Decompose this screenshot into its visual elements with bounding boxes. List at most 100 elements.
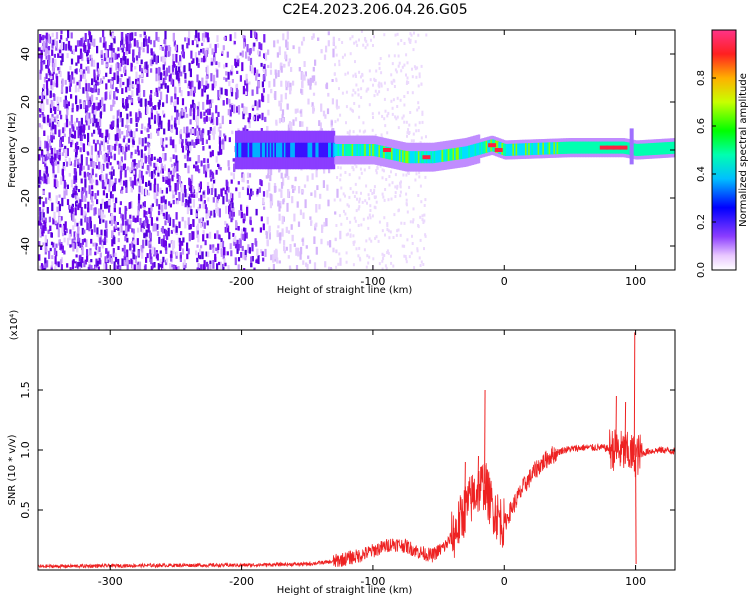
noise-cell [242,234,245,240]
x-tick-label: -100 [360,575,385,588]
noise-cell [395,70,398,74]
noise-cell [145,171,148,175]
noise-cell [143,38,146,47]
signal-core [242,142,246,158]
signal-core [394,148,397,161]
noise-cell [62,127,65,134]
noise-cell [125,187,128,193]
noise-cell [334,45,337,49]
noise-cell [297,221,301,227]
noise-cell [74,168,77,176]
noise-cell [126,58,129,66]
noise-cell [230,250,233,257]
signal-core [673,141,675,154]
noise-cell [405,82,408,85]
noise-cell [247,244,250,253]
noise-cell [145,183,148,187]
signal-core [443,149,446,162]
noise-cell [222,187,225,191]
signal-core [523,143,526,156]
noise-cell [358,38,360,42]
signal-core [383,146,386,159]
noise-cell [163,128,166,135]
noise-cell [169,203,172,208]
noise-cell [133,264,136,270]
noise-cell [406,210,409,214]
noise-cell [176,173,179,179]
noise-cell [116,132,119,140]
noise-cell [163,235,166,239]
noise-cell [279,232,282,241]
noise-cell [40,55,43,63]
noise-cell [349,107,352,111]
noise-cell [334,211,337,215]
noise-cell [191,193,194,198]
noise-cell [44,227,47,231]
noise-cell [406,134,408,138]
noise-cell [415,75,418,79]
noise-cell [80,52,83,59]
noise-cell [126,103,129,109]
noise-cell [287,255,290,259]
noise-cell [332,48,335,58]
noise-cell [242,251,245,260]
noise-cell [110,42,113,51]
noise-cell [42,84,46,89]
noise-cell [127,33,131,42]
noise-cell [139,34,142,38]
noise-cell [125,99,128,105]
noise-cell [311,102,314,107]
noise-cell [386,88,389,92]
noise-cell [290,126,293,132]
y-tick-label: 0 [19,147,32,154]
noise-cell [90,57,93,67]
signal-core [304,142,307,158]
noise-cell [229,103,232,108]
noise-cell [196,117,199,126]
noise-cell [200,245,203,249]
noise-cell [102,76,105,80]
noise-cell [245,106,248,115]
noise-cell [197,109,200,117]
noise-cell [150,111,153,120]
noise-cell [360,96,363,99]
noise-cell [157,131,160,136]
noise-cell [75,62,78,66]
noise-cell [71,124,74,129]
noise-cell [59,139,62,148]
noise-cell [54,265,57,270]
noise-cell [202,230,205,235]
noise-cell [69,267,72,270]
noise-cell [206,108,210,115]
noise-cell [257,80,261,89]
noise-cell [381,259,384,263]
signal-core [474,143,478,156]
noise-cell [72,190,75,198]
noise-cell [358,205,361,209]
noise-cell [190,50,193,59]
noise-cell [129,214,132,219]
noise-cell [160,91,163,100]
noise-cell [313,75,316,82]
noise-cell [108,199,111,206]
noise-cell [182,262,185,268]
noise-cell [59,49,62,54]
noise-cell [148,230,151,239]
noise-cell [115,63,118,71]
noise-cell [248,247,251,254]
noise-cell [336,118,339,122]
signal-core [389,147,392,160]
noise-cell [114,252,117,257]
noise-cell [181,145,185,153]
noise-cell [230,71,233,75]
noise-cell [52,162,55,171]
noise-cell [407,37,410,41]
noise-cell [174,44,177,51]
noise-cell [162,256,165,263]
noise-cell [152,173,155,178]
noise-cell [204,240,207,246]
noise-cell [201,137,204,145]
noise-cell [315,246,318,255]
noise-cell [83,238,86,243]
noise-cell [353,216,356,220]
